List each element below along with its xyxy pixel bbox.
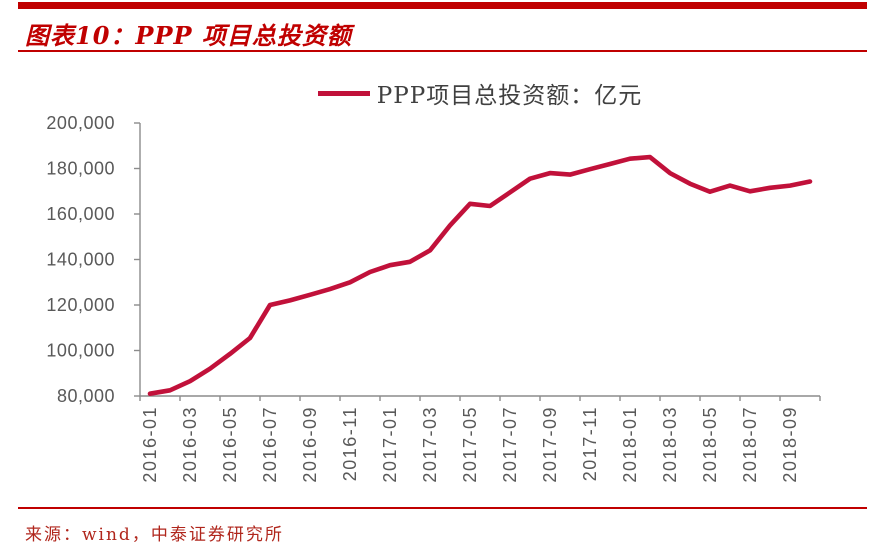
y-tick-label: 200,000 — [46, 113, 115, 133]
y-tick-label: 80,000 — [57, 386, 115, 406]
x-tick-label: 2016-03 — [180, 406, 200, 483]
source-note: 来源：wind，中泰证券研究所 — [25, 525, 284, 545]
y-tick-label: 140,000 — [46, 250, 115, 270]
y-tick-label: 180,000 — [46, 159, 115, 179]
line-chart: 80,000 100,000 120,000 140,000 160,000 180,00… — [46, 113, 821, 483]
x-tick-label: 2017-05 — [460, 406, 480, 483]
x-tick-label: 2016-05 — [220, 406, 240, 483]
x-tick-label: 2017-09 — [540, 406, 560, 483]
legend-line-swatch — [317, 90, 370, 96]
top-divider — [18, 2, 867, 9]
legend-label: PPP项目总投资额：亿元 — [376, 83, 643, 109]
y-tick-label: 160,000 — [46, 204, 115, 224]
x-tick-label: 2018-03 — [660, 406, 680, 483]
x-tick-label: 2016-01 — [140, 406, 160, 483]
x-tick-label: 2017-07 — [500, 406, 520, 483]
footer-divider — [18, 507, 867, 509]
chart-legend: PPP项目总投资额：亿元 — [140, 79, 820, 109]
x-tick-label: 2018-09 — [780, 406, 800, 483]
series-line-ppp-investment — [147, 154, 813, 397]
y-tick-label: 120,000 — [46, 295, 115, 315]
x-tick-label: 2018-01 — [620, 406, 640, 483]
title-divider — [18, 50, 867, 52]
y-tick-label: 100,000 — [46, 341, 115, 361]
x-tick-label: 2017-11 — [580, 406, 600, 481]
x-tick-label: 2018-07 — [740, 406, 760, 483]
x-tick-label: 2018-05 — [700, 406, 720, 483]
x-tick-label: 2016-09 — [300, 406, 320, 483]
x-tick-label: 2017-01 — [380, 406, 400, 483]
axis-lines — [139, 123, 820, 397]
x-tick-label: 2016-11 — [340, 406, 360, 481]
figure-title: 图表10：PPP 项目总投资额 — [25, 21, 352, 50]
x-tick-label: 2017-03 — [420, 406, 440, 483]
x-tick-label: 2016-07 — [260, 406, 280, 483]
